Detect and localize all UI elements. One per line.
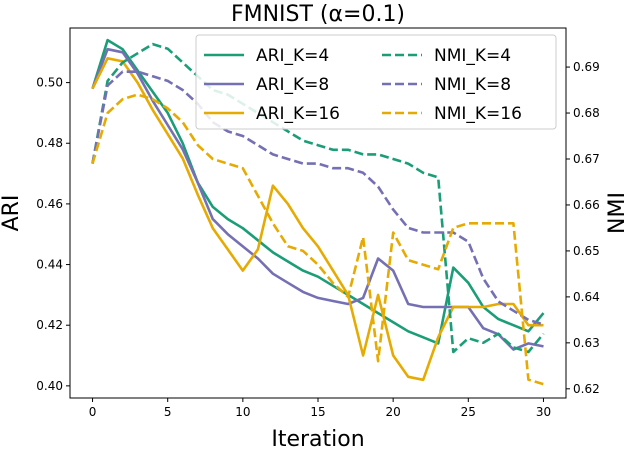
x-axis-title: Iteration — [271, 427, 364, 451]
series-line-nmi-k-8 — [91, 70, 544, 326]
legend: ARI_K=4 ARI_K=8 ARI_K=16 NMI_K=4 NMI_K=8 NMI_… — [195, 34, 557, 130]
right-y-tick-label: 0.65 — [573, 244, 600, 258]
right-y-tick-label: 0.69 — [573, 60, 600, 74]
right-y-tick-label: 0.66 — [573, 198, 600, 212]
right-y-axis-ticks: 0.62 0.63 0.64 0.65 0.66 0.67 0.68 0.69 — [566, 60, 600, 396]
left-y-tick-label: 0.44 — [36, 258, 63, 272]
x-tick-label: 5 — [164, 405, 172, 419]
legend-label-nmi-k-4: NMI_K=4 — [434, 46, 511, 66]
legend-box — [195, 34, 557, 130]
x-tick-label: 15 — [310, 405, 325, 419]
right-y-tick-label: 0.63 — [573, 336, 600, 350]
x-axis-ticks: 0 5 10 15 20 25 30 — [89, 398, 551, 419]
left-y-tick-label: 0.42 — [36, 318, 63, 332]
legend-label-nmi-k-8: NMI_K=8 — [434, 75, 511, 95]
legend-label-nmi-k-16: NMI_K=16 — [434, 104, 522, 124]
x-tick-label: 20 — [386, 405, 401, 419]
plot-area — [91, 38, 545, 386]
right-y-axis-title: NMI — [605, 192, 630, 234]
right-y-tick-label: 0.64 — [573, 290, 600, 304]
left-y-tick-label: 0.50 — [36, 76, 63, 90]
legend-label-ari-k-4: ARI_K=4 — [256, 46, 329, 66]
x-tick-label: 25 — [461, 405, 476, 419]
left-y-tick-label: 0.46 — [36, 197, 63, 211]
chart-title: FMNIST (α=0.1) — [231, 2, 405, 27]
legend-label-ari-k-8: ARI_K=8 — [256, 75, 329, 95]
x-tick-label: 10 — [235, 405, 250, 419]
legend-label-ari-k-16: ARI_K=16 — [256, 104, 340, 124]
series-line-nmi-k-4 — [91, 42, 545, 354]
x-tick-label: 30 — [536, 405, 551, 419]
series-line-ari-k-16 — [91, 56, 544, 382]
left-y-axis-ticks: 0.40 0.42 0.44 0.46 0.48 0.50 — [36, 76, 70, 393]
left-y-tick-label: 0.48 — [36, 136, 63, 150]
series-line-nmi-k-16 — [91, 93, 544, 386]
right-y-tick-label: 0.62 — [573, 382, 600, 396]
right-y-tick-label: 0.68 — [573, 106, 600, 120]
series-line-ari-k-4 — [91, 38, 545, 345]
right-y-tick-label: 0.67 — [573, 152, 600, 166]
left-y-tick-label: 0.40 — [36, 379, 63, 393]
left-y-axis-title: ARI — [0, 195, 24, 232]
x-tick-label: 0 — [89, 405, 97, 419]
